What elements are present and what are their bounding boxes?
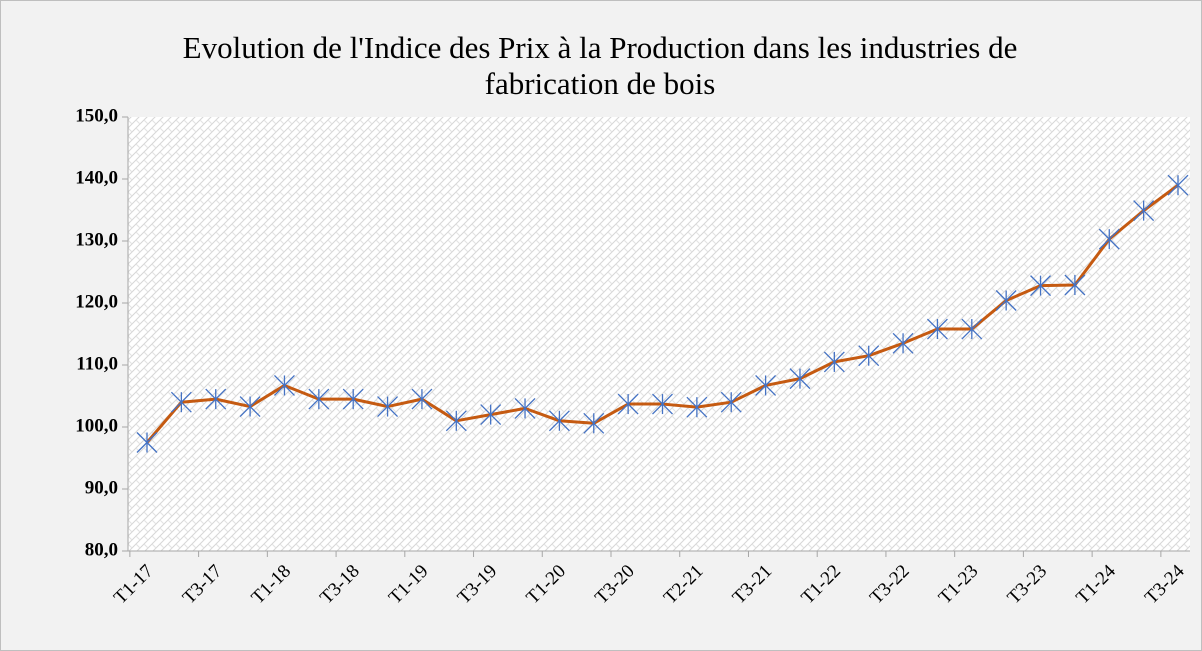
marker — [686, 396, 708, 418]
marker — [961, 318, 983, 340]
marker — [239, 396, 261, 417]
marker — [1133, 200, 1155, 222]
marker — [583, 412, 605, 434]
plot-area — [128, 117, 1190, 551]
y-tick-label: 140,0 — [75, 167, 118, 188]
marker — [514, 397, 536, 419]
marker — [652, 393, 673, 415]
marker — [480, 404, 502, 426]
marker — [823, 351, 845, 373]
marker — [858, 345, 880, 367]
marker — [274, 375, 295, 396]
marker — [755, 375, 777, 396]
marker — [1030, 275, 1051, 297]
marker — [926, 318, 948, 340]
marker — [411, 388, 433, 410]
marker — [1098, 228, 1120, 250]
marker — [445, 410, 467, 432]
marker — [170, 391, 192, 413]
y-tick-label: 90,0 — [85, 477, 118, 498]
marker — [1167, 174, 1189, 196]
marker — [377, 396, 399, 417]
marker — [136, 432, 158, 453]
marker — [720, 391, 742, 413]
marker — [548, 410, 570, 432]
y-tick-label: 110,0 — [76, 353, 118, 374]
y-tick-label: 130,0 — [75, 229, 118, 250]
marker — [342, 388, 364, 410]
y-tick-label: 150,0 — [75, 105, 118, 126]
y-tick-label: 120,0 — [75, 291, 118, 312]
y-tick-label: 100,0 — [75, 415, 118, 436]
chart-title: Evolution de l'Indice des Prix à la Prod… — [182, 30, 1018, 101]
marker — [789, 368, 811, 390]
marker — [892, 332, 914, 354]
marker — [308, 388, 330, 410]
marker — [995, 290, 1017, 311]
marker — [205, 388, 227, 410]
marker — [1064, 274, 1086, 296]
y-tick-label: 80,0 — [85, 539, 118, 560]
marker — [617, 393, 639, 415]
